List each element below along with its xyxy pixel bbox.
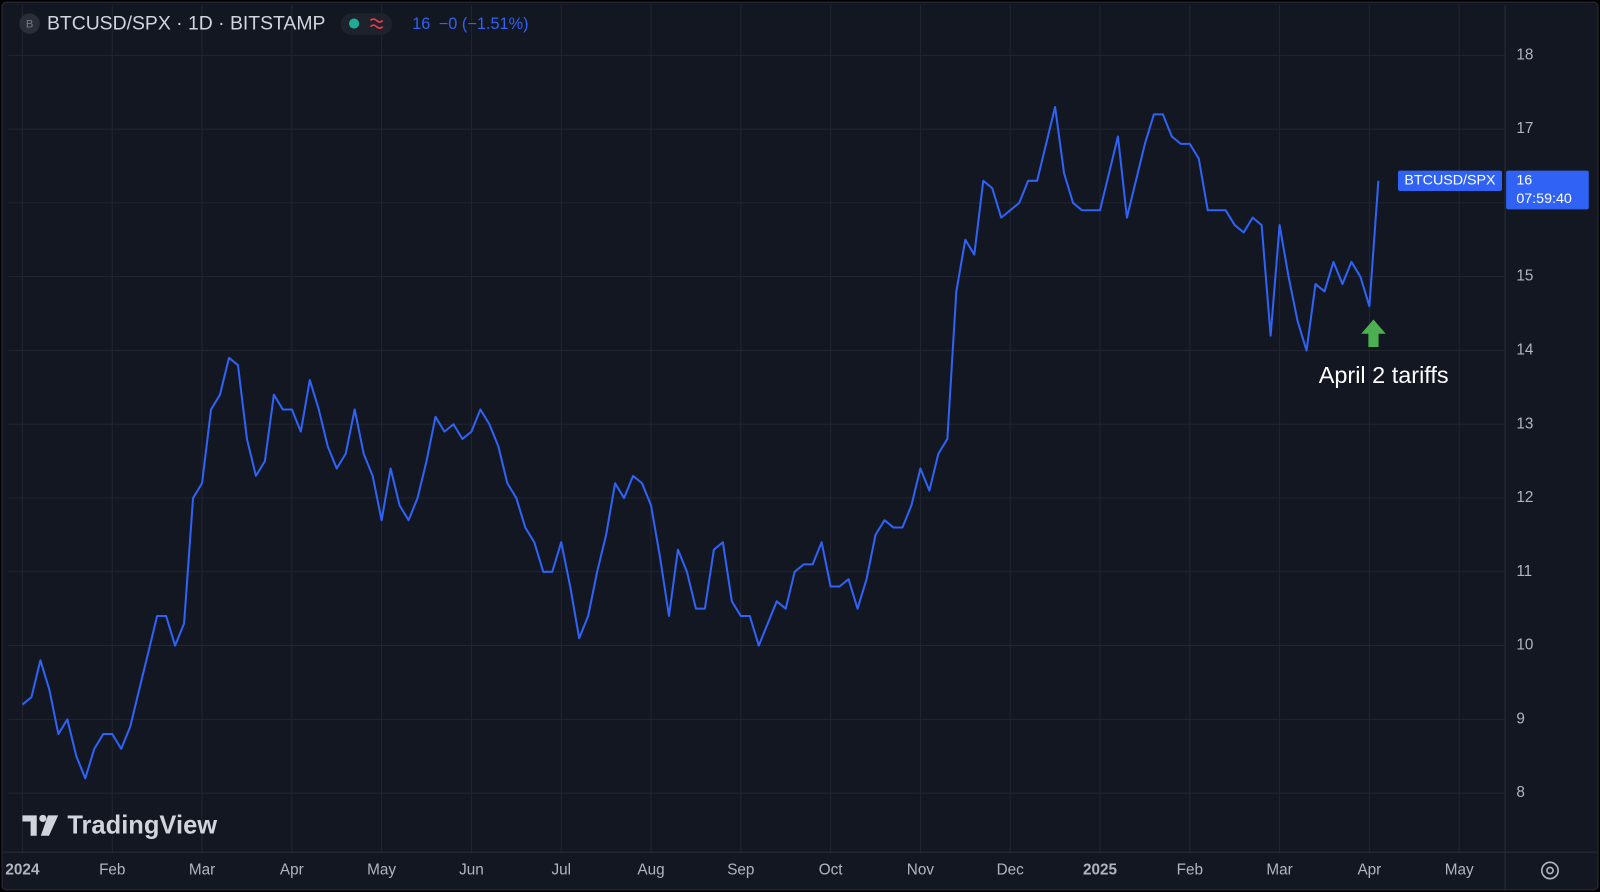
logo-mark bbox=[22, 815, 37, 836]
y-tick-label: 8 bbox=[1516, 784, 1525, 801]
annotation-text: April 2 tariffs bbox=[1319, 362, 1449, 388]
grid bbox=[8, 5, 1506, 853]
tradingview-logo: TradingView bbox=[22, 811, 217, 839]
y-tick-label: 12 bbox=[1516, 489, 1533, 506]
watermark-text: TradingView bbox=[67, 811, 217, 839]
price-tag-countdown: 07:59:40 bbox=[1516, 191, 1572, 207]
x-tick-label: Jun bbox=[459, 862, 484, 879]
x-tick-label: Feb bbox=[1177, 862, 1203, 879]
y-tick-label: 11 bbox=[1516, 563, 1532, 580]
y-tick-label: 14 bbox=[1516, 341, 1534, 358]
logo-mark-dot bbox=[39, 814, 47, 823]
y-tick-label: 13 bbox=[1516, 415, 1533, 432]
y-tick-label: 9 bbox=[1516, 710, 1525, 727]
logo-mark-slash bbox=[40, 815, 59, 836]
symbol-icon-letter: B bbox=[26, 19, 33, 31]
settings-icon[interactable] bbox=[1541, 861, 1559, 880]
x-tick-label: Jul bbox=[551, 862, 571, 879]
x-tick-label: Mar bbox=[1266, 862, 1292, 879]
header-last-value: 16 bbox=[412, 15, 430, 33]
y-tick-label: 10 bbox=[1516, 637, 1533, 654]
market-status-dot bbox=[348, 18, 360, 29]
plot bbox=[21, 105, 1380, 780]
x-tick-label: May bbox=[367, 862, 396, 879]
x-tick-label: Dec bbox=[997, 862, 1025, 879]
delay-icon bbox=[369, 18, 384, 29]
x-tick-label: Oct bbox=[819, 862, 844, 879]
header-change: −0 (−1.51%) bbox=[439, 15, 529, 33]
series-tag bbox=[1397, 170, 1503, 191]
y-tick-label: 18 bbox=[1516, 46, 1533, 63]
x-tick-label: Apr bbox=[280, 862, 304, 879]
status-badge bbox=[340, 13, 392, 35]
price-line bbox=[21, 105, 1380, 780]
x-tick-label: Feb bbox=[99, 862, 125, 879]
x-tick-label: Mar bbox=[189, 862, 215, 879]
price-tag bbox=[1506, 170, 1589, 210]
x-tick-label: Nov bbox=[907, 862, 935, 879]
symbol-icon bbox=[19, 13, 40, 34]
settings-icon-center bbox=[1546, 866, 1554, 875]
annotation-arrow bbox=[1361, 319, 1386, 348]
price-tag-value: 16 bbox=[1516, 173, 1532, 189]
x-tick-label: May bbox=[1445, 862, 1474, 879]
x-tick-label: Sep bbox=[727, 862, 754, 879]
x-tick-label: 2024 bbox=[5, 862, 40, 879]
chart-title: BTCUSD/SPX · 1D · BITSTAMP bbox=[47, 13, 325, 35]
series-tag-name: BTCUSD/SPX bbox=[1404, 173, 1496, 189]
x-tick-label: Apr bbox=[1357, 862, 1381, 879]
x-tick-label: Aug bbox=[637, 862, 664, 879]
x-tick-label: 2025 bbox=[1083, 862, 1118, 879]
y-tick-label: 15 bbox=[1516, 268, 1533, 285]
y-tick-label: 17 bbox=[1516, 120, 1533, 137]
